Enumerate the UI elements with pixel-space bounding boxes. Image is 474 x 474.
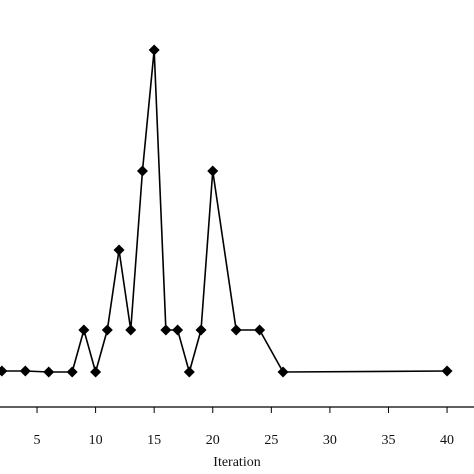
data-point [125, 324, 137, 336]
data-point [43, 366, 55, 378]
data-point [90, 366, 102, 378]
data-point [254, 324, 266, 336]
data-point [172, 324, 184, 336]
x-tick-label: 40 [440, 433, 454, 448]
data-point [195, 324, 207, 336]
x-tick-label: 30 [323, 433, 337, 448]
x-tick-label: 5 [34, 433, 41, 448]
x-tick-label: 10 [89, 433, 103, 448]
series-line [1, 49, 448, 373]
data-point [277, 366, 289, 378]
data-point [101, 324, 113, 336]
x-tick-label: 15 [147, 433, 161, 448]
data-point [78, 324, 90, 336]
data-point [160, 324, 172, 336]
data-point [441, 365, 453, 377]
data-point [113, 244, 125, 256]
data-point [136, 165, 148, 177]
data-point [230, 324, 242, 336]
data-point [207, 165, 219, 177]
x-tick-label: 25 [264, 433, 278, 448]
x-axis-label: Iteration [213, 455, 260, 470]
data-point [66, 366, 78, 378]
data-point [148, 44, 160, 56]
x-tick-label: 20 [206, 433, 220, 448]
data-point [19, 365, 31, 377]
data-point [0, 365, 8, 377]
x-tick-label: 35 [381, 433, 395, 448]
data-point [183, 366, 195, 378]
